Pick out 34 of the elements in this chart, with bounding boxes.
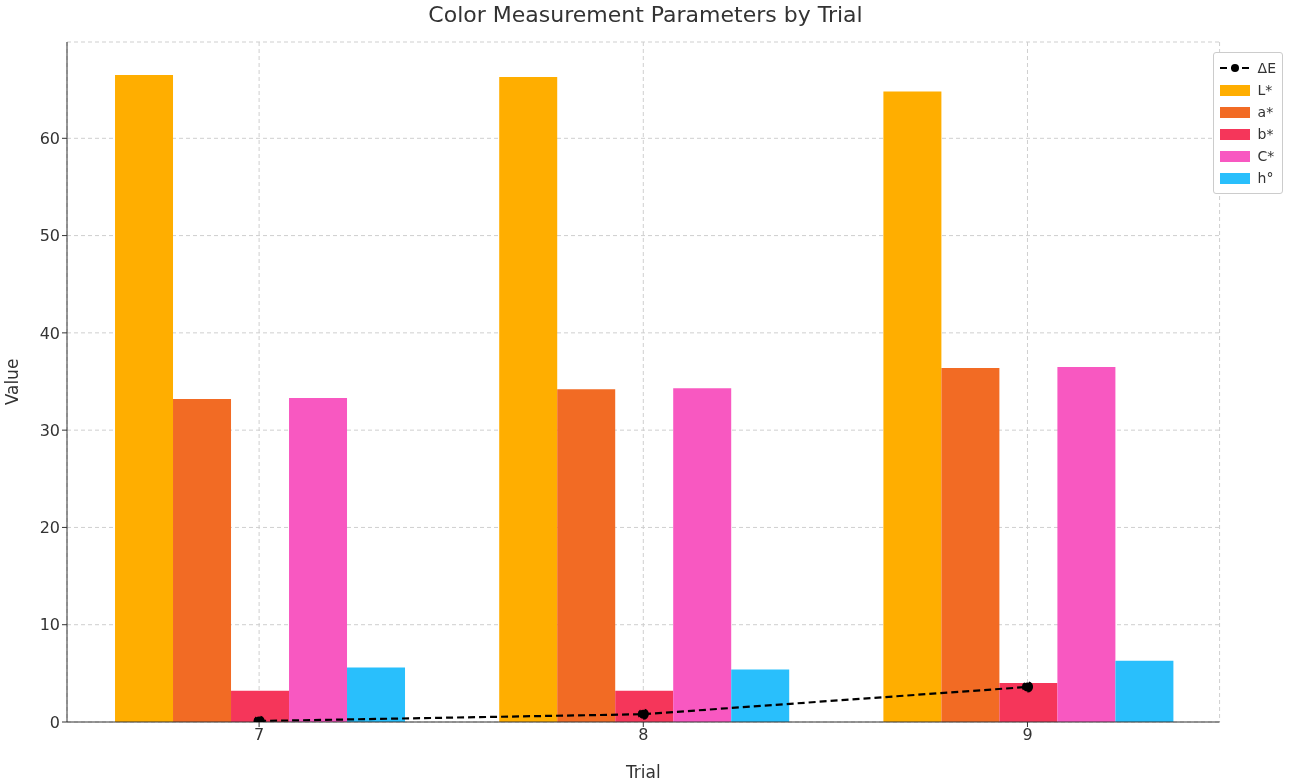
bar — [289, 398, 348, 722]
y-axis-title: Value — [2, 358, 23, 406]
y-tick-label: 30 — [39, 420, 60, 440]
y-tick-label: 20 — [39, 518, 60, 538]
bar — [557, 389, 616, 722]
bar — [231, 690, 290, 722]
chart-title: Color Measurement Parameters by Trial — [427, 2, 864, 27]
legend-label: L* — [1257, 82, 1273, 98]
y-tick-label: 50 — [39, 226, 60, 246]
bar — [941, 367, 1000, 722]
legend-label: a* — [1257, 104, 1274, 120]
bar — [673, 388, 732, 722]
bar — [499, 77, 558, 722]
legend-label: h° — [1257, 170, 1274, 186]
bar — [999, 683, 1058, 722]
bar — [615, 690, 674, 722]
bar — [173, 399, 232, 722]
y-tick-label: 0 — [49, 712, 60, 732]
x-tick-label: 8 — [638, 725, 649, 745]
y-tick-label: 60 — [39, 128, 60, 148]
legend-label: ΔE — [1257, 60, 1276, 76]
bar — [1057, 366, 1116, 722]
x-axis-title: Trial — [624, 762, 661, 780]
bar — [115, 75, 174, 722]
legend-label: C* — [1257, 148, 1275, 164]
x-tick-label: 7 — [254, 725, 265, 745]
bar — [883, 91, 942, 722]
x-tick-label: 9 — [1022, 725, 1033, 745]
y-tick-label: 40 — [39, 323, 60, 343]
bar — [1115, 660, 1174, 722]
y-tick-label: 10 — [39, 615, 60, 635]
legend-label: b* — [1257, 126, 1274, 142]
bar — [731, 669, 790, 722]
bar — [347, 667, 406, 722]
